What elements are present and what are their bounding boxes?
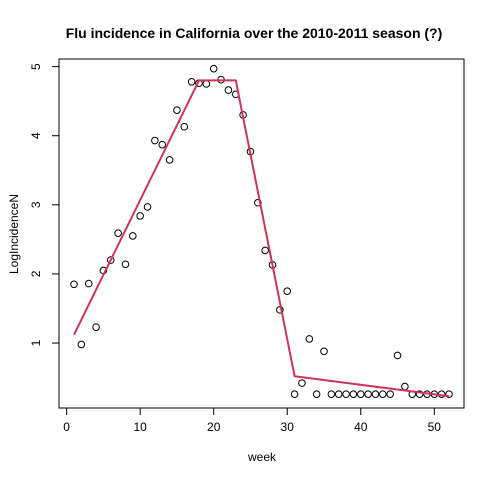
y-axis: 1 2 3 4 5 — [29, 63, 60, 346]
data-point — [401, 382, 409, 391]
data-point — [261, 246, 269, 255]
data-point — [114, 229, 122, 237]
y-tick-label: 1 — [29, 339, 43, 346]
data-point — [224, 86, 233, 94]
x-tick-label: 0 — [63, 420, 70, 434]
data-point — [151, 136, 159, 145]
data-point — [349, 390, 358, 398]
data-point — [312, 390, 321, 398]
data-point — [379, 390, 387, 398]
x-tick-label: 40 — [354, 420, 368, 434]
data-point — [209, 64, 218, 73]
data-point — [136, 212, 144, 220]
data-point — [180, 122, 189, 131]
data-point — [320, 347, 328, 356]
data-point — [334, 390, 343, 398]
data-point — [393, 351, 402, 360]
x-axis-label: week — [247, 450, 277, 464]
data-point — [298, 379, 306, 387]
fit-line — [73, 79, 450, 398]
data-point — [70, 280, 78, 289]
data-point — [356, 390, 365, 398]
data-point — [187, 78, 196, 86]
x-axis: 0 10 20 30 40 50 — [63, 407, 442, 434]
fit-line-group — [73, 79, 450, 398]
x-tick-label: 20 — [207, 420, 221, 434]
data-point — [121, 260, 130, 269]
data-point — [158, 140, 167, 149]
data-point — [305, 335, 314, 343]
data-point — [290, 390, 299, 398]
data-point — [445, 390, 453, 398]
data-point — [129, 232, 137, 240]
data-points — [70, 64, 453, 398]
data-point — [92, 323, 100, 331]
y-tick-label: 2 — [29, 270, 43, 277]
data-point — [283, 287, 292, 296]
data-point — [327, 390, 336, 398]
data-point — [371, 390, 380, 398]
data-point — [342, 390, 350, 398]
y-axis-label: LogIncidenceN — [7, 194, 21, 274]
data-point — [202, 80, 211, 88]
x-tick-label: 10 — [133, 420, 147, 434]
data-point — [106, 256, 115, 264]
plot-frame — [58, 58, 465, 409]
data-point — [84, 279, 93, 288]
data-point — [165, 156, 174, 164]
data-point — [364, 390, 372, 398]
y-tick-label: 3 — [29, 201, 43, 208]
y-tick-label: 4 — [29, 132, 43, 139]
data-point — [254, 198, 262, 207]
x-tick-label: 50 — [428, 420, 442, 434]
data-point — [77, 340, 86, 349]
x-tick-label: 30 — [281, 420, 295, 434]
data-point — [415, 390, 424, 398]
y-tick-label: 5 — [29, 63, 43, 70]
data-point — [143, 203, 152, 211]
data-point — [173, 106, 181, 114]
chart-title: Flu incidence in California over the 201… — [66, 25, 443, 41]
data-point — [386, 390, 394, 398]
